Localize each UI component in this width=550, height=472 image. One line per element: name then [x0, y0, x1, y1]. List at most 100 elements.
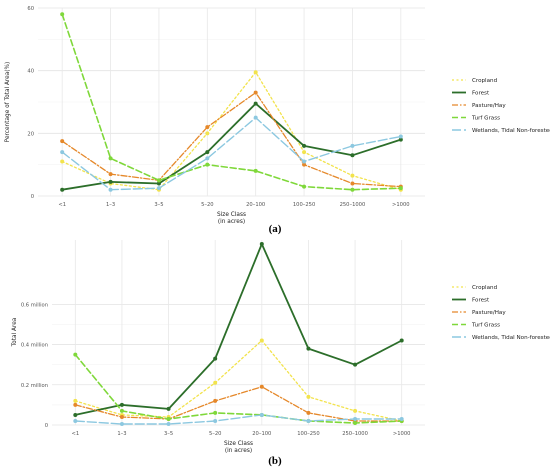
legend-label: Forest — [472, 298, 490, 304]
data-point — [73, 402, 78, 407]
legend-label: Cropland — [472, 78, 498, 84]
data-point — [205, 150, 210, 155]
legend-label: Pasture/Hay — [472, 310, 506, 316]
panel-label: (a) — [269, 223, 282, 235]
data-point — [350, 187, 355, 192]
data-point — [108, 172, 113, 177]
series-line-0 — [61, 71, 402, 191]
legend-label: Forest — [472, 91, 490, 97]
data-point — [213, 410, 218, 415]
data-point — [350, 153, 355, 158]
x-tick-label: 20–100 — [252, 431, 271, 437]
x-axis-title: Size Class — [217, 212, 246, 218]
data-point — [213, 380, 218, 385]
data-point — [166, 406, 171, 411]
data-point — [259, 338, 264, 343]
data-point — [399, 338, 404, 343]
x-tick-label: 100–250 — [293, 202, 315, 208]
data-point — [60, 12, 65, 17]
data-point — [353, 408, 358, 413]
x-tick-label: 100–250 — [297, 431, 319, 437]
x-tick-label: 5–20 — [209, 431, 222, 437]
x-tick-label: 1–3 — [117, 431, 126, 437]
data-point — [306, 346, 311, 351]
x-tick-label: 20–100 — [246, 202, 265, 208]
y-tick-label: 0 — [45, 423, 48, 429]
data-point — [60, 139, 65, 144]
data-point — [398, 134, 403, 139]
x-tick-label: 3–5 — [164, 431, 173, 437]
data-point — [205, 162, 210, 167]
data-point — [253, 168, 258, 173]
data-point — [60, 150, 65, 155]
data-point — [119, 421, 124, 426]
series-line-2 — [74, 386, 403, 422]
data-point — [253, 90, 258, 95]
x-tick-label: <1 — [58, 202, 66, 208]
x-tick-label: >1000 — [393, 431, 411, 437]
data-point — [73, 398, 78, 403]
legend-label: Turf Grass — [471, 323, 500, 329]
x-tick-label: 250–1000 — [340, 202, 366, 208]
data-point — [350, 173, 355, 178]
legend-label: Pasture/Hay — [472, 103, 506, 109]
data-point — [166, 421, 171, 426]
data-point — [60, 159, 65, 164]
x-tick-label: 250–1000 — [342, 431, 368, 437]
x-tick-label: 5–20 — [201, 202, 214, 208]
chart-panel-a: 0 20 40 60 <1 1–3 3–5 5–20 20–100 100–250 250–1000… — [5, 6, 550, 235]
series-line-1 — [61, 102, 402, 191]
data-point — [119, 414, 124, 419]
data-point — [108, 179, 113, 184]
data-point — [399, 416, 404, 421]
legend-label: Turf Grass — [471, 116, 500, 122]
data-point — [302, 162, 307, 167]
y-axis-title: Percentage of Total Area(%) — [5, 62, 11, 143]
legend-label: Wetlands, Tidal Non-forested — [472, 128, 550, 134]
series-line-3 — [61, 13, 402, 191]
legend-label: Cropland — [472, 285, 498, 291]
data-point — [73, 412, 78, 417]
data-point — [259, 384, 264, 389]
data-point — [119, 402, 124, 407]
data-point — [302, 143, 307, 148]
data-point — [205, 125, 210, 130]
legend-label: Wetlands, Tidal Non-forested — [472, 335, 550, 341]
data-point — [353, 362, 358, 367]
data-point — [398, 137, 403, 142]
data-point — [306, 394, 311, 399]
panel-label: (b) — [268, 455, 282, 467]
series-line-4 — [61, 116, 402, 191]
data-point — [166, 416, 171, 421]
series-line-3 — [74, 353, 403, 424]
data-point — [119, 408, 124, 413]
data-point — [398, 186, 403, 191]
data-point — [205, 156, 210, 161]
x-tick-label: 1–3 — [106, 202, 115, 208]
series-line-2 — [61, 91, 402, 188]
data-point — [156, 186, 161, 191]
data-point — [306, 418, 311, 423]
data-point — [213, 356, 218, 361]
data-point — [253, 101, 258, 106]
data-point — [259, 242, 264, 247]
y-tick-label: 0.6 million — [21, 302, 48, 308]
series-line-0 — [74, 339, 403, 422]
x-tick-label: <1 — [71, 431, 79, 437]
data-point — [350, 143, 355, 148]
data-point — [213, 418, 218, 423]
y-tick-label: 40 — [27, 69, 34, 75]
data-point — [253, 115, 258, 120]
x-axis-title-line2: (in acres) — [218, 219, 245, 225]
data-point — [108, 156, 113, 161]
data-point — [353, 420, 358, 425]
data-point — [353, 416, 358, 421]
data-point — [213, 398, 218, 403]
data-point — [73, 352, 78, 357]
data-point — [73, 418, 78, 423]
y-tick-label: 0.2 million — [21, 383, 48, 389]
data-point — [60, 187, 65, 192]
data-point — [350, 181, 355, 186]
data-point — [205, 131, 210, 136]
x-tick-label: >1000 — [392, 202, 410, 208]
